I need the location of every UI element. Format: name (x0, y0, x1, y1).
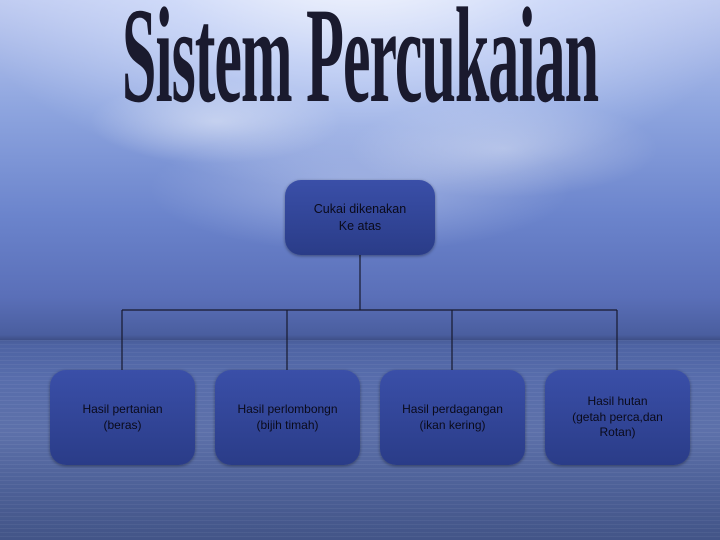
child-0-line2: (beras) (103, 418, 141, 434)
child-3-line3: Rotan) (599, 425, 635, 441)
child-0-line1: Hasil pertanian (82, 402, 162, 418)
root-line1: Cukai dikenakan (314, 201, 406, 217)
child-2-line2: (ikan kering) (419, 418, 485, 434)
child-node-0: Hasil pertanian (beras) (50, 370, 195, 465)
org-tree: Cukai dikenakan Ke atas Hasil pertanian … (0, 180, 720, 520)
child-node-2: Hasil perdagangan (ikan kering) (380, 370, 525, 465)
child-node-3: Hasil hutan (getah perca,dan Rotan) (545, 370, 690, 465)
root-node: Cukai dikenakan Ke atas (285, 180, 435, 255)
child-node-1: Hasil perlombongn (bijih timah) (215, 370, 360, 465)
root-line2: Ke atas (339, 218, 381, 234)
child-1-line1: Hasil perlombongn (237, 402, 337, 418)
child-3-line2: (getah perca,dan (572, 410, 663, 426)
child-2-line1: Hasil perdagangan (402, 402, 503, 418)
page-title: Sistem Percukaian (122, 0, 598, 136)
child-3-line1: Hasil hutan (587, 394, 647, 410)
child-1-line2: (bijih timah) (256, 418, 318, 434)
